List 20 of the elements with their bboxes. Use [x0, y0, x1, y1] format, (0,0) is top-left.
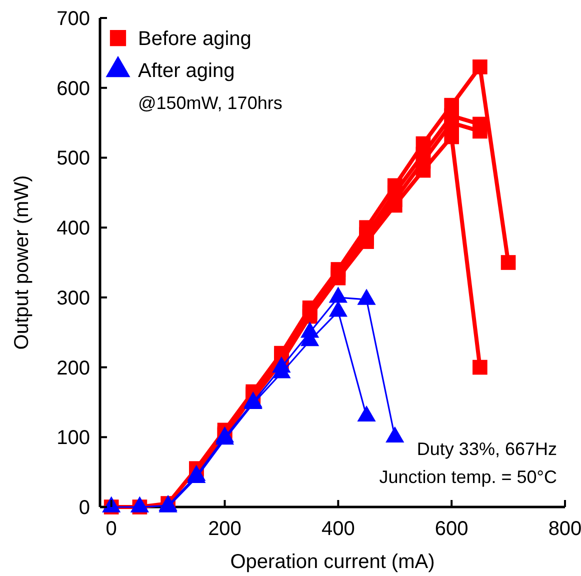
y-tick-label: 500 — [56, 148, 90, 170]
x-tick-label: 600 — [434, 518, 468, 540]
x-tick-label: 0 — [106, 518, 117, 540]
y-tick-label: 700 — [56, 8, 90, 30]
y-tick-label: 100 — [56, 427, 90, 450]
x-tick-label: 400 — [321, 518, 355, 540]
y-tick-label: 0 — [78, 497, 90, 519]
annotation: Duty 33%, 667Hz — [416, 439, 557, 459]
legend-label: After aging — [138, 60, 235, 82]
y-tick-label: 400 — [56, 218, 90, 240]
x-tick-label: 200 — [208, 518, 242, 540]
y-tick-label: 600 — [56, 78, 90, 100]
x-tick-label: 800 — [548, 518, 581, 540]
annotation: Junction temp. = 50°C — [379, 467, 557, 487]
y-axis-title: Output power (mW) — [11, 175, 33, 350]
legend-label: Before aging — [138, 28, 252, 50]
y-tick-label: 200 — [56, 357, 90, 380]
x-axis-title: Operation current (mA) — [230, 551, 435, 573]
y-tick-label: 300 — [56, 287, 90, 310]
annotation: @150mW, 170hrs — [138, 93, 282, 113]
